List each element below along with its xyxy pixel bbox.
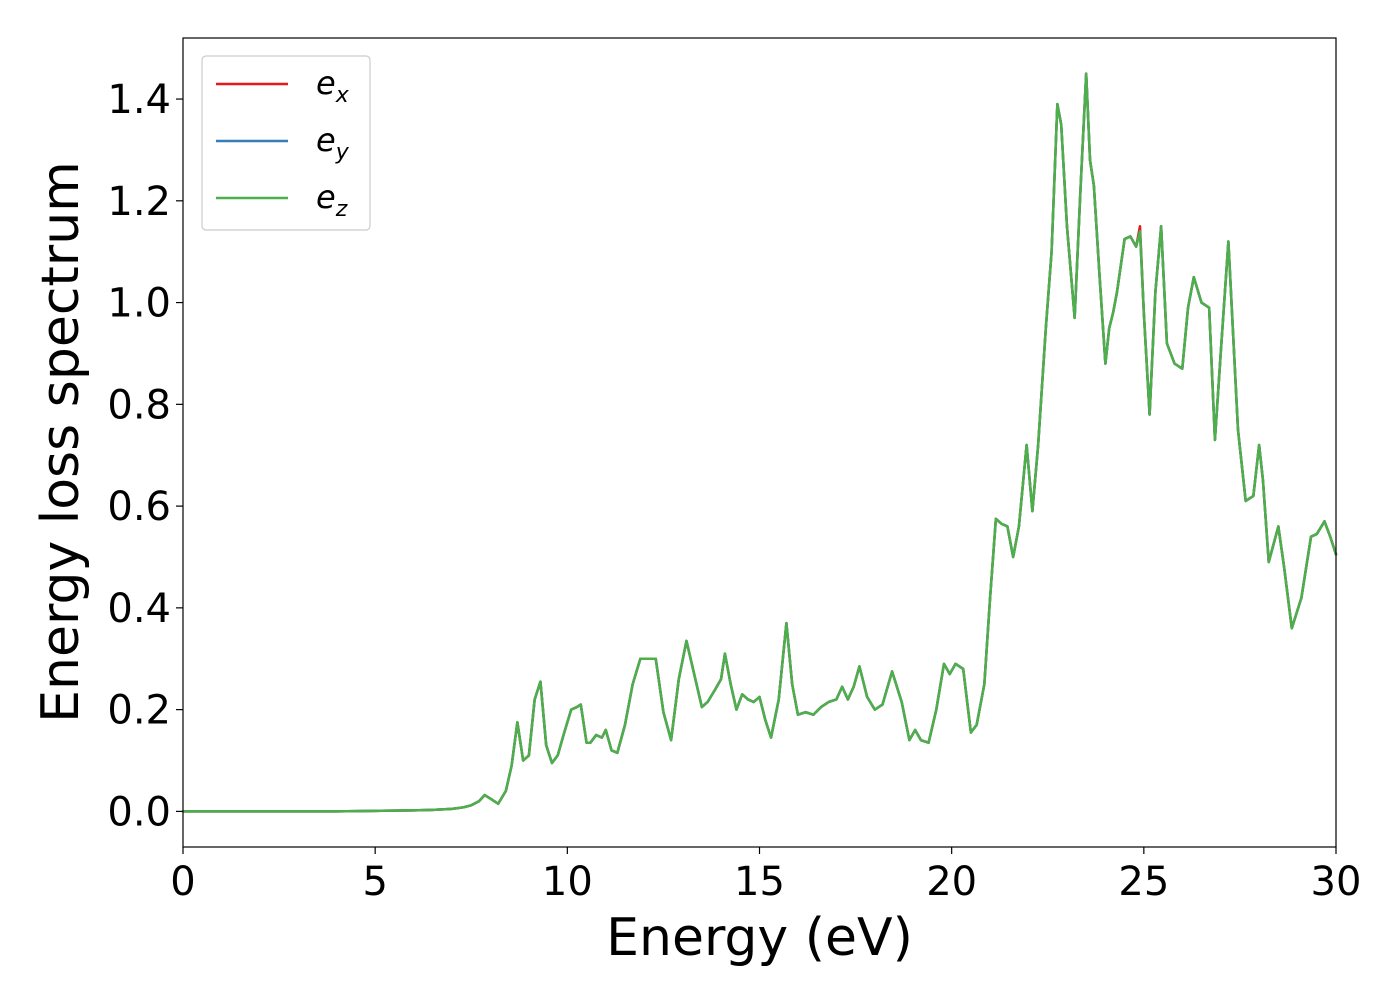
y-tick-label: 1.2 (107, 179, 171, 225)
x-tick-label: 30 (1311, 859, 1362, 905)
y-tick-label: 0.0 (107, 789, 171, 835)
x-tick-label: 0 (170, 859, 195, 905)
legend-label-e-z: ez (316, 178, 348, 222)
x-axis-title: Energy (eV) (606, 908, 913, 968)
plot-area (183, 38, 1336, 847)
x-tick-label: 15 (734, 859, 785, 905)
legend-label-e-y: ey (316, 121, 350, 165)
x-tick-label: 5 (362, 859, 387, 905)
legend: ex ey ez (201, 55, 371, 231)
y-tick-label: 1.4 (107, 77, 171, 123)
y-tick-label: 1.0 (107, 281, 171, 327)
series-layer (181, 72, 1338, 813)
legend-label-e-x: ex (316, 64, 350, 108)
x-tick-label: 10 (542, 859, 593, 905)
legend-box (201, 55, 371, 231)
x-tick-label: 25 (1118, 859, 1169, 905)
y-tick-label: 0.2 (107, 688, 171, 734)
y-tick-label: 0.4 (107, 586, 171, 632)
y-tick-label: 0.6 (107, 484, 171, 530)
y-axis-title: Energy loss spectrum (31, 161, 91, 723)
series-line-e-z (181, 72, 1338, 813)
y-axis: 0.0 0.2 0.4 0.6 0.8 1.0 1.2 1.4 (107, 77, 183, 835)
x-tick-label: 20 (926, 859, 977, 905)
x-axis: 0 5 10 15 20 25 30 (170, 847, 1361, 905)
y-tick-label: 0.8 (107, 382, 171, 428)
